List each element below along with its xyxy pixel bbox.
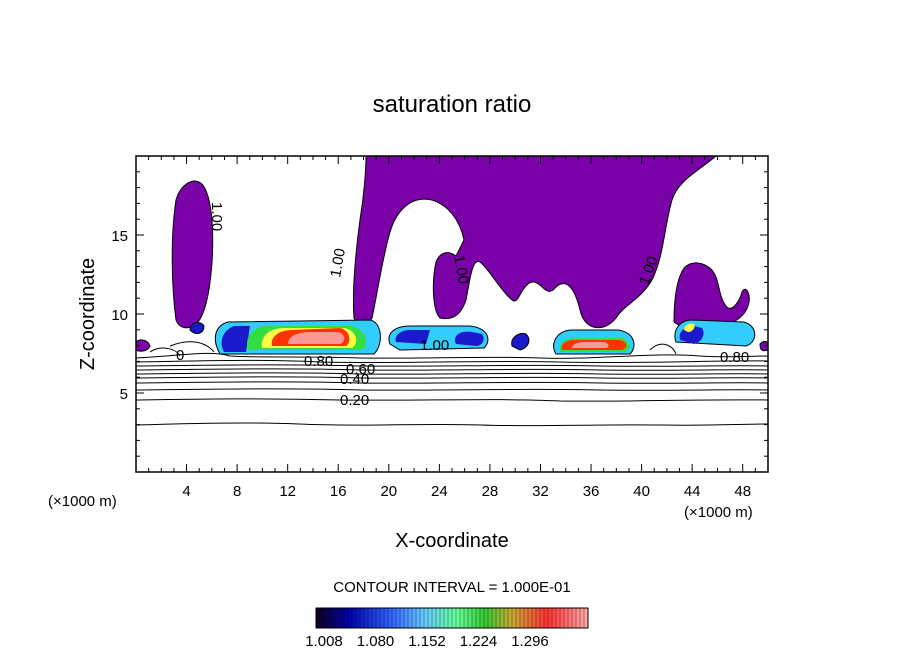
colorbar-tick-label: 1.224 [460,633,498,650]
cloud-fourth-yellow [684,323,695,332]
x-tick-label: 40 [633,483,650,500]
y-tick-label: 10 [111,307,128,324]
y-tick-label: 5 [120,386,128,403]
contour-line [136,388,768,391]
x-unit-label-right: (×1000 m) [684,504,753,521]
saturated-regions [136,156,768,352]
x-tick-label: 12 [279,483,296,500]
contour-line [136,352,768,359]
y-tick-label: 15 [111,228,128,245]
colorbar: 1.008 1.080 1.152 1.224 1.296 [305,607,589,650]
colorbar-tick-label: 1.296 [511,633,549,650]
x-unit-label-left: (×1000 m) [48,493,117,510]
x-tick-label: 44 [684,483,701,500]
x-tick-label: 8 [233,483,241,500]
contour-line [149,341,677,357]
cloud-main-blue [221,326,250,352]
cloud-second-blue2 [454,331,484,346]
contour-line [136,422,768,427]
y-tick-labels: 5 10 15 [111,228,128,403]
colorbar-tick-labels: 1.008 1.080 1.152 1.224 1.296 [305,633,549,650]
cloud-small-a [511,333,530,351]
cloud-second-blue [395,330,430,344]
colorbar-stripes [319,608,585,628]
contour-line [136,364,768,367]
contour-line [136,398,768,402]
x-tick-label: 4 [182,483,190,500]
colorbar-tick-label: 1.080 [357,633,395,650]
contour-label: 0.20 [340,392,369,409]
colorbar-tick-label: 1.152 [408,633,446,650]
saturated-column-right [673,262,750,330]
x-tick-label: 24 [431,483,448,500]
contour-label: 0.40 [340,371,369,388]
contour-interval-text: CONTOUR INTERVAL = 1.000E-01 [333,579,570,596]
axis-ticks [136,156,768,472]
x-tick-label: 16 [330,483,347,500]
contour-label: 1.00 [450,254,472,286]
contour-line [136,372,768,375]
saturated-small-left [136,339,151,352]
chart-title: saturation ratio [373,91,532,118]
x-tick-label: 20 [380,483,397,500]
cloud-left-blob [189,322,205,334]
cloud-main-pink [288,332,345,344]
colorbar-tick-label: 1.008 [305,633,343,650]
contour-label: 1.00 [420,337,449,354]
saturated-small-right [759,341,768,352]
contour-label: 0.60 [346,361,375,378]
contour-lines [136,341,768,427]
contour-line [136,359,768,364]
saturated-column-left [171,180,214,329]
contour-label: 0 [176,347,184,364]
x-tick-labels: 4 8 12 16 20 24 28 32 36 40 44 48 [182,483,751,500]
x-axis-label: X-coordinate [395,530,508,552]
x-tick-label: 28 [482,483,499,500]
contour-label: 0.80 [720,349,749,366]
contour-line [136,376,768,379]
contour-label: 0.80 [304,353,333,370]
saturated-upper-mass [352,156,717,328]
cloud-third-pink [572,342,609,348]
contour-label: 1.00 [327,247,349,279]
x-tick-label: 48 [734,483,751,500]
y-axis-label: Z-coordinate [77,258,99,370]
contour-line [136,381,768,384]
cloud-layer [189,319,756,355]
x-tick-label: 32 [532,483,549,500]
x-tick-label: 36 [583,483,600,500]
contour-line [136,368,768,371]
contour-label: 1.00 [208,202,225,231]
plot-area: 0.20 0.40 0.60 0.80 0.80 1.00 1.00 1.00 … [136,156,768,427]
